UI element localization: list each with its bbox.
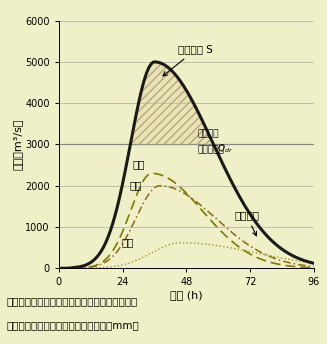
Text: 総流出量: 総流出量 <box>234 211 259 236</box>
Text: 貯留量： S: 貯留量： S <box>163 44 213 76</box>
Text: 都市: 都市 <box>130 180 142 190</box>
Text: の生成（前橋３日雨量３９２．５mm）: の生成（前橋３日雨量３９２．５mm） <box>7 320 139 330</box>
Text: 最大河川: 最大河川 <box>197 129 218 138</box>
Text: 通水能力：: 通水能力： <box>197 146 224 155</box>
Text: 山地: 山地 <box>132 159 145 169</box>
Text: 図１　髄怒川流域における流出ハイドログラフ: 図１ 髄怒川流域における流出ハイドログラフ <box>7 296 138 306</box>
Text: 水田: 水田 <box>122 237 134 247</box>
Y-axis label: 流量（m³/s）: 流量（m³/s） <box>12 119 23 170</box>
X-axis label: 時間 (h): 時間 (h) <box>170 290 203 300</box>
Text: $Q_{dr}$: $Q_{dr}$ <box>217 142 233 155</box>
